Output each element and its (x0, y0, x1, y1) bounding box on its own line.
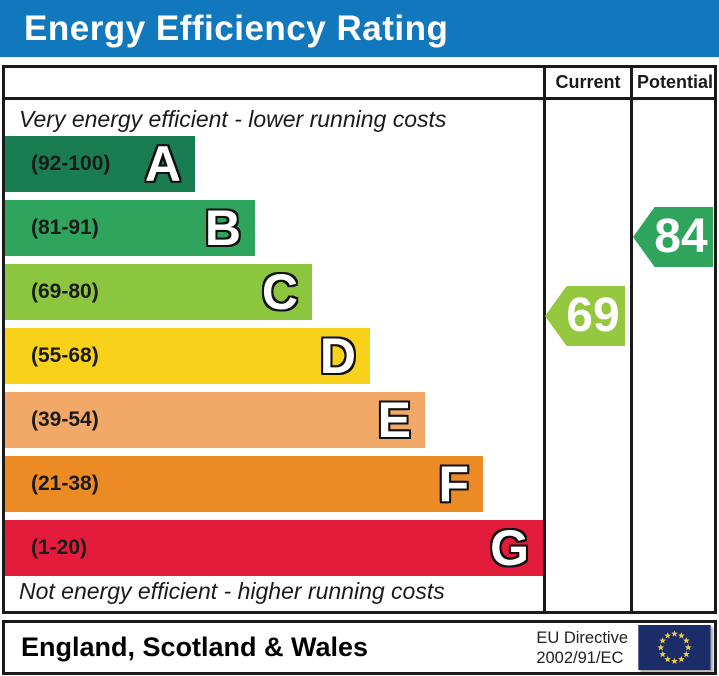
current-rating-value: 69 (566, 289, 620, 342)
potential-rating-value: 84 (654, 210, 708, 263)
title-bar: Energy Efficiency Rating (0, 0, 719, 57)
potential-rating-arrow: 84 (633, 207, 713, 267)
band-row-f: (21-38) F (5, 456, 483, 512)
band-row-a: (92-100) A (5, 136, 195, 192)
current-rating-arrow: 69 (545, 286, 625, 346)
band-letter: A (144, 136, 181, 192)
band-row-b: (81-91) B (5, 200, 255, 256)
band-range-label: (69-80) (31, 280, 99, 303)
band-range-label: (55-68) (31, 344, 99, 367)
eu-flag-icon (638, 625, 711, 670)
band-row-d: (55-68) D (5, 328, 370, 384)
footer-bar: England, Scotland & Wales EU Directive 2… (2, 620, 717, 675)
band-row-c: (69-80) C (5, 264, 312, 320)
band-letter: C (261, 264, 298, 320)
potential-column-divider (630, 68, 633, 611)
page-title: Energy Efficiency Rating (24, 8, 449, 48)
band-range-label: (92-100) (31, 152, 111, 175)
eu-directive-line1: EU Directive (536, 629, 628, 647)
band-row-e: (39-54) E (5, 392, 425, 448)
band-range-label: (39-54) (31, 408, 99, 431)
band-letter: D (319, 328, 356, 384)
table-header-row: Current Potential (5, 68, 714, 100)
band-letter: B (204, 200, 241, 256)
eu-directive-label: EU Directive 2002/91/EC (536, 628, 628, 668)
band-range-label: (1-20) (31, 536, 88, 559)
band-letter: G (490, 520, 529, 576)
eu-directive-line2: 2002/91/EC (536, 649, 624, 667)
region-label: England, Scotland & Wales (21, 632, 369, 662)
band-letter: F (438, 456, 469, 512)
band-row-g: (1-20) G (5, 520, 543, 576)
rating-table: Current Potential Very energy efficient … (2, 65, 717, 614)
bottom-efficiency-note: Not energy efficient - higher running co… (19, 578, 445, 604)
band-letter: E (377, 392, 411, 448)
top-efficiency-note: Very energy efficient - lower running co… (19, 106, 447, 132)
potential-column-header: Potential (636, 72, 713, 92)
band-range-label: (81-91) (31, 216, 99, 239)
band-range-label: (21-38) (31, 472, 99, 495)
current-column-header: Current (555, 72, 621, 92)
current-column-divider (543, 68, 546, 611)
